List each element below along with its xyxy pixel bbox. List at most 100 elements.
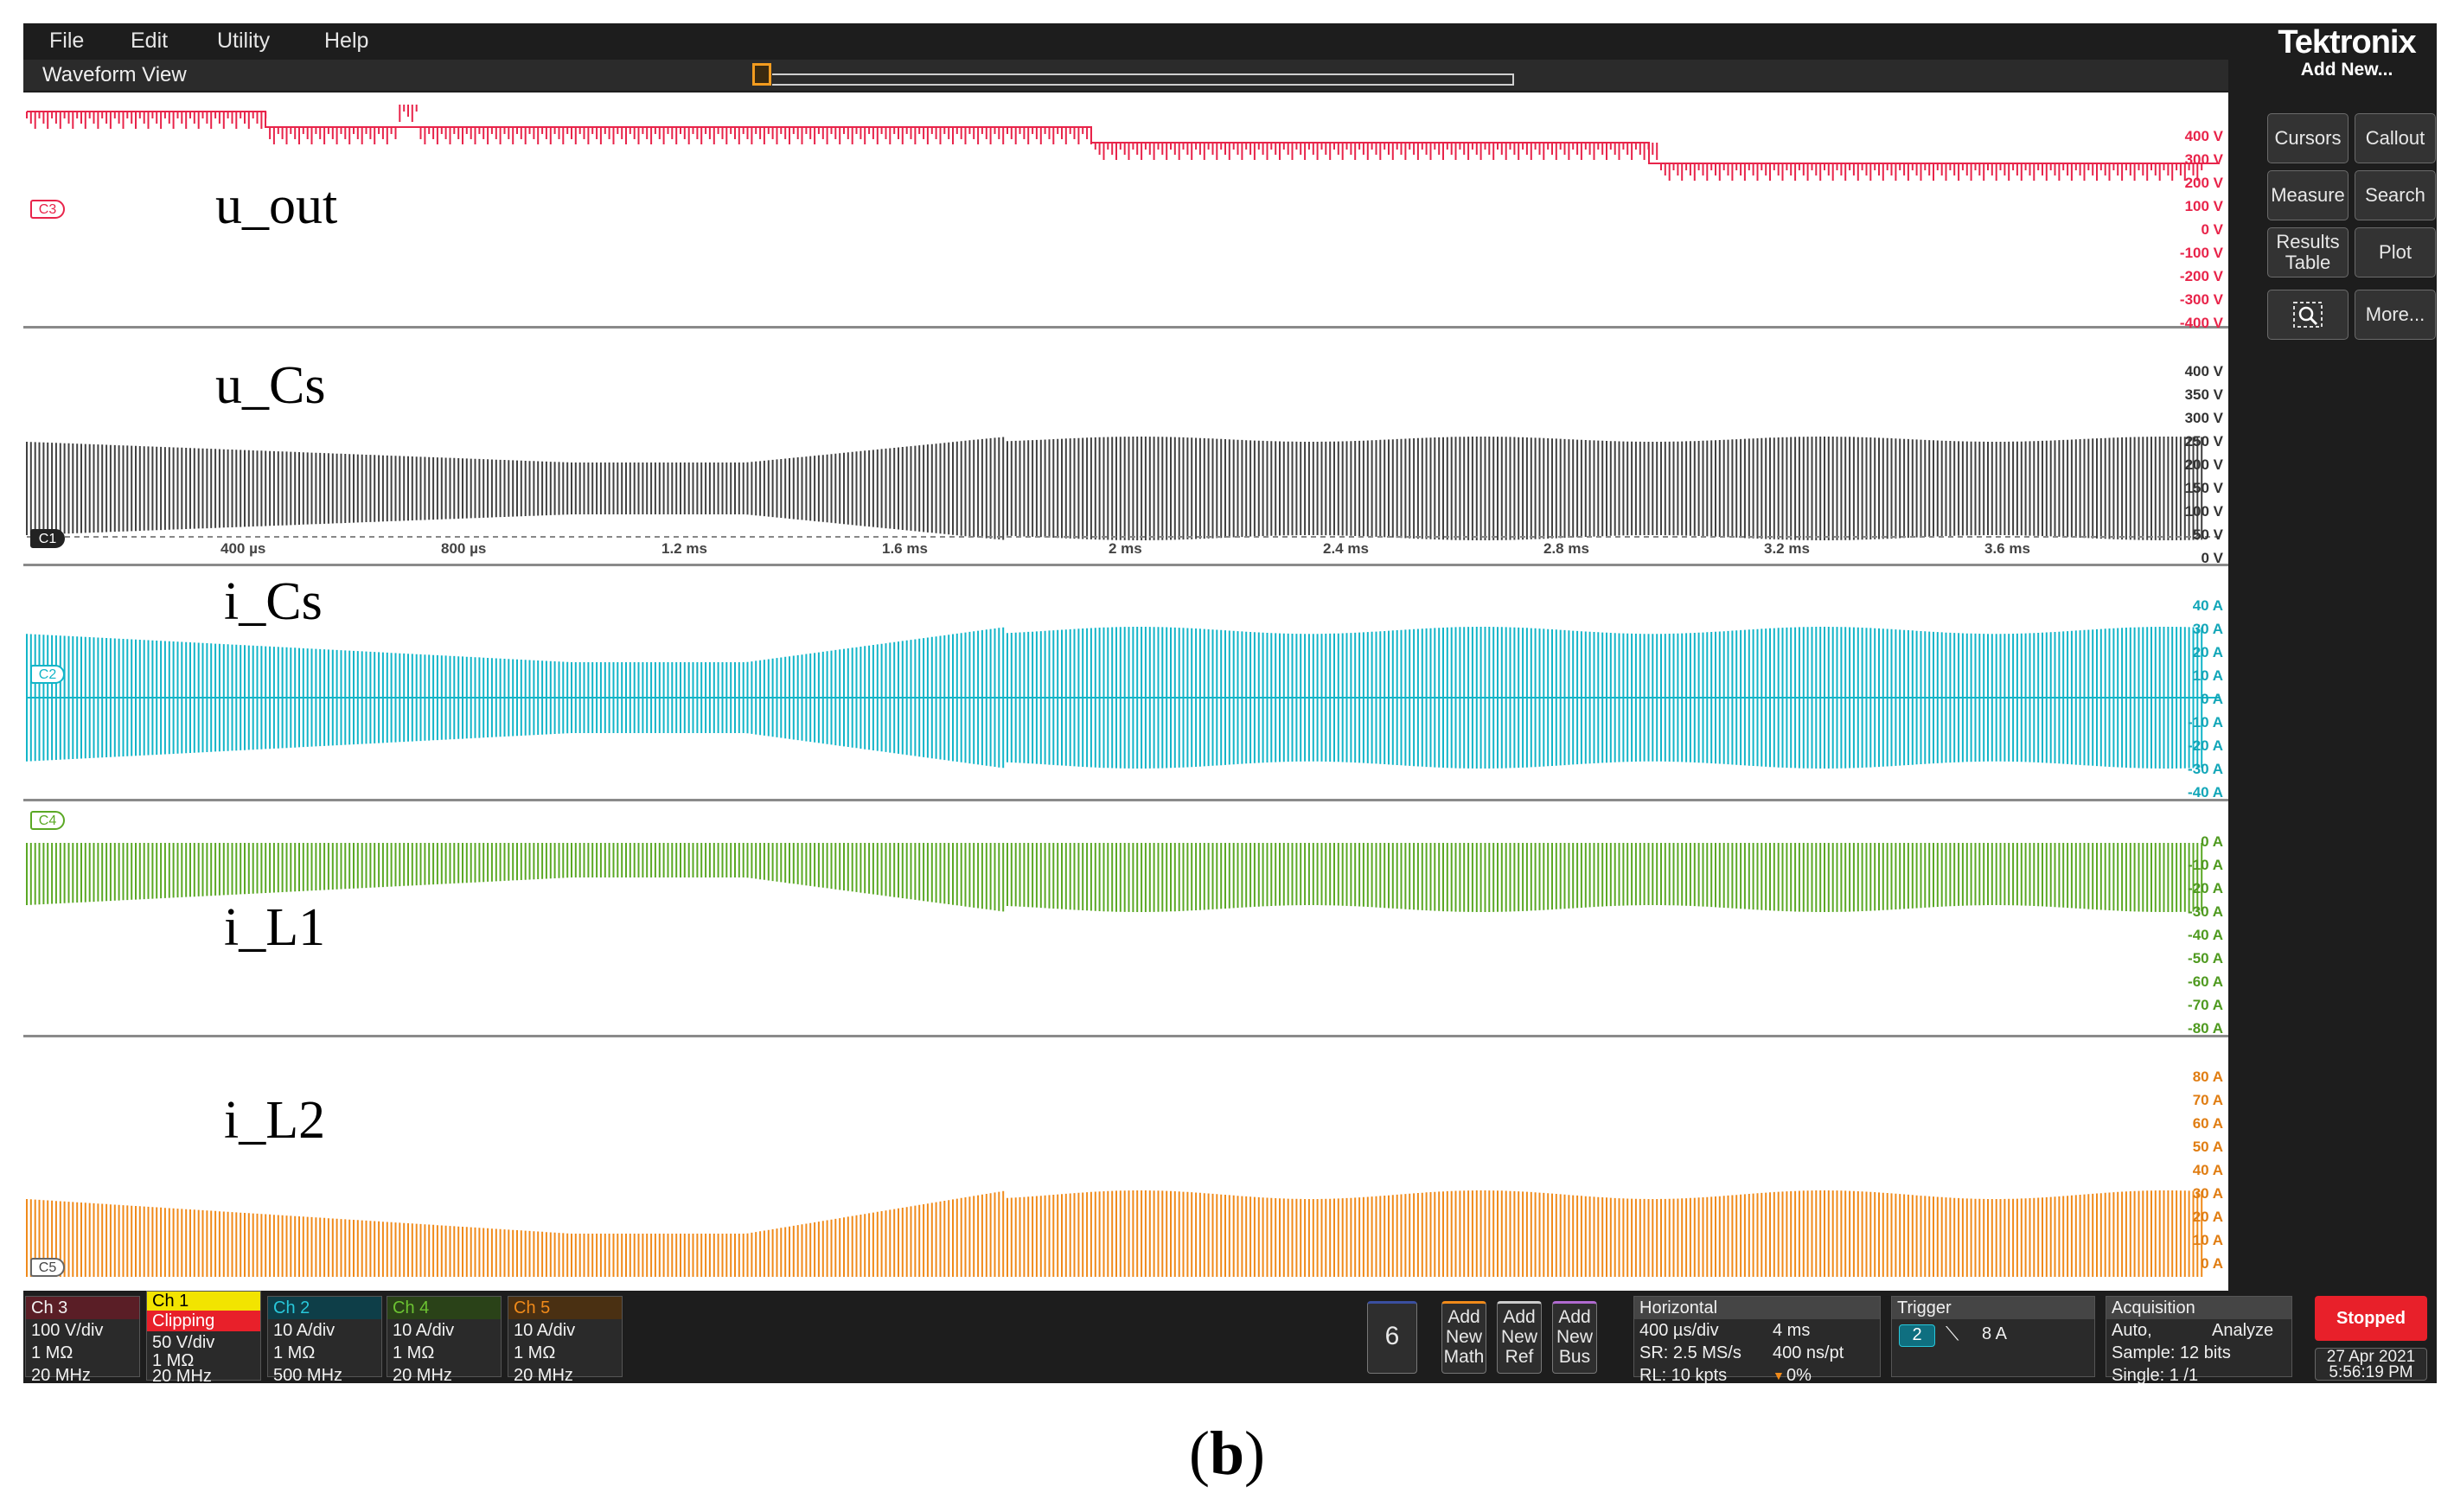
waveform-plot-area[interactable]: u_out u_Cs i_Cs i_L1 i_L2 C3 C1 C2 C4 C5…: [23, 93, 2228, 1291]
channel-scale: 50 V/div: [152, 1333, 215, 1352]
lane-divider: [23, 564, 2228, 566]
channel-count-button[interactable]: 6: [1367, 1301, 1417, 1374]
channel-impedance: 1 MΩ: [393, 1343, 435, 1362]
cursors-button[interactable]: Cursors: [2267, 113, 2349, 163]
channel-name: Ch 5: [508, 1297, 622, 1319]
menu-help[interactable]: Help: [324, 29, 369, 53]
time: 5:56:19 PM: [2329, 1363, 2413, 1381]
results-table-button[interactable]: Results Table: [2267, 227, 2349, 278]
date-time-display[interactable]: 27 Apr 2021 5:56:19 PM: [2315, 1348, 2427, 1381]
waveform-view-title: Waveform View: [42, 63, 187, 86]
zoom-search-icon: [2293, 302, 2323, 328]
horizontal-scale: 400 µs/div: [1639, 1321, 1719, 1340]
channel-1-badge[interactable]: Ch 1 Clipping 50 V/div 1 MΩ 20 MHz: [146, 1291, 261, 1383]
acquisition-mode: Auto,: [2112, 1321, 2152, 1340]
plot-button[interactable]: Plot: [2355, 227, 2436, 278]
channel-impedance: 1 MΩ: [514, 1343, 556, 1362]
channel-scale: 10 A/div: [514, 1321, 576, 1340]
record-time: 4 ms: [1773, 1321, 1811, 1340]
lane-divider: [23, 326, 2228, 329]
channel-4-badge[interactable]: Ch 4 10 A/div 1 MΩ 20 MHz: [387, 1296, 502, 1383]
menu-edit[interactable]: Edit: [131, 29, 169, 53]
add-new-bus-button[interactable]: Add New Bus: [1552, 1301, 1597, 1374]
zoom-search-button[interactable]: [2267, 290, 2349, 340]
trace-i-l2: [26, 1190, 2203, 1277]
channel-badge-c1[interactable]: C1: [30, 529, 65, 548]
menu-utility[interactable]: Utility: [217, 29, 271, 53]
single-count: Single: 1 /1: [2112, 1366, 2199, 1383]
add-new-math-button[interactable]: Add New Math: [1441, 1301, 1486, 1374]
time-tick: 2 ms: [1109, 540, 1142, 557]
channel-2-badge[interactable]: Ch 2 10 A/div 1 MΩ 500 MHz: [267, 1296, 382, 1383]
right-button-panel: Cursors Callout Measure Search Results T…: [2265, 93, 2437, 1291]
falling-edge-icon: ⟍: [1946, 1323, 1959, 1344]
menu-bar: File Edit Utility Help: [23, 23, 2437, 58]
sample-rate: SR: 2.5 MS/s: [1639, 1343, 1741, 1362]
time-tick: 2.8 ms: [1543, 540, 1589, 557]
channel-impedance: 1 MΩ: [31, 1343, 73, 1362]
trace-label-i-l1: i_L1: [224, 898, 326, 957]
waveform-canvas: [26, 105, 2220, 1277]
search-button[interactable]: Search: [2355, 170, 2436, 220]
channel-name: Ch 4: [387, 1297, 501, 1319]
trigger-position-marker[interactable]: [752, 63, 771, 86]
time-tick: 3.6 ms: [1984, 540, 2030, 557]
record-length: RL: 10 kpts: [1639, 1366, 1728, 1383]
time-resolution: 400 ns/pt: [1773, 1343, 1844, 1362]
callout-button[interactable]: Callout: [2355, 113, 2436, 163]
horizontal-panel[interactable]: Horizontal 400 µs/div 4 ms SR: 2.5 MS/s …: [1633, 1296, 1881, 1383]
trigger-title: Trigger: [1892, 1297, 2094, 1319]
clipping-warning: Clipping: [147, 1311, 260, 1331]
horizontal-position: 0%: [1786, 1366, 1812, 1383]
date: 27 Apr 2021: [2326, 1348, 2416, 1366]
channel-badge-c5[interactable]: C5: [30, 1258, 65, 1277]
channel-bandwidth: 500 MHz: [273, 1366, 343, 1383]
channel-scale: 10 A/div: [393, 1321, 455, 1340]
brand-logo: Tektronix: [2278, 24, 2416, 61]
channel-badge-c3[interactable]: C3: [30, 200, 65, 219]
position-marker-icon: ▼: [1773, 1368, 1785, 1382]
add-new-ref-button[interactable]: Add New Ref: [1497, 1301, 1542, 1374]
trace-label-i-cs: i_Cs: [224, 572, 323, 631]
bottom-status-bar: Ch 3 100 V/div 1 MΩ 20 MHz Ch 1 Clipping…: [23, 1291, 2437, 1383]
channel-impedance: 1 MΩ: [152, 1351, 195, 1370]
lane-divider: [23, 1035, 2228, 1037]
waveform-view-bar: Waveform View: [23, 60, 2228, 91]
figure-caption: (b): [1188, 1419, 1265, 1488]
channel-name: Ch 3: [26, 1297, 139, 1319]
measure-button[interactable]: Measure: [2267, 170, 2349, 220]
lane-divider: [23, 799, 2228, 801]
trace-label-i-l2: i_L2: [224, 1091, 326, 1150]
channel-badge-c2[interactable]: C2: [30, 665, 65, 684]
channel-3-badge[interactable]: Ch 3 100 V/div 1 MΩ 20 MHz: [25, 1296, 140, 1383]
time-tick: 400 µs: [220, 540, 266, 557]
menu-file[interactable]: File: [49, 29, 85, 53]
time-tick: 800 µs: [441, 540, 487, 557]
more-button[interactable]: More...: [2355, 290, 2436, 340]
channel-badge-c4[interactable]: C4: [30, 811, 65, 830]
channel-bandwidth: 20 MHz: [514, 1366, 573, 1383]
add-new-heading: Add New...: [2300, 60, 2393, 80]
channel-5-badge[interactable]: Ch 5 10 A/div 1 MΩ 20 MHz: [508, 1296, 623, 1383]
trace-u-cs: [26, 437, 2203, 540]
acquisition-panel[interactable]: Acquisition Auto, Analyze Sample: 12 bit…: [2106, 1296, 2292, 1383]
channel-impedance: 1 MΩ: [273, 1343, 316, 1362]
horizontal-title: Horizontal: [1634, 1297, 1880, 1319]
trigger-panel[interactable]: Trigger 2 ⟍ 8 A: [1891, 1296, 2095, 1377]
oscilloscope-window: File Edit Utility Help Tektronix Add New…: [23, 23, 2437, 1383]
trigger-level: 8 A: [1982, 1324, 2007, 1343]
run-stop-button[interactable]: Stopped: [2315, 1296, 2427, 1341]
trace-i-l1: [26, 843, 2203, 912]
trigger-source-badge: 2: [1899, 1324, 1935, 1347]
trace-u-out-level: [27, 111, 2220, 164]
time-tick: 1.2 ms: [661, 540, 707, 557]
record-view-bar[interactable]: [772, 73, 1514, 86]
time-tick: 1.6 ms: [882, 540, 928, 557]
time-tick: 2.4 ms: [1323, 540, 1369, 557]
sample-bits: Sample: 12 bits: [2112, 1343, 2231, 1362]
channel-bandwidth: 20 MHz: [31, 1366, 91, 1383]
